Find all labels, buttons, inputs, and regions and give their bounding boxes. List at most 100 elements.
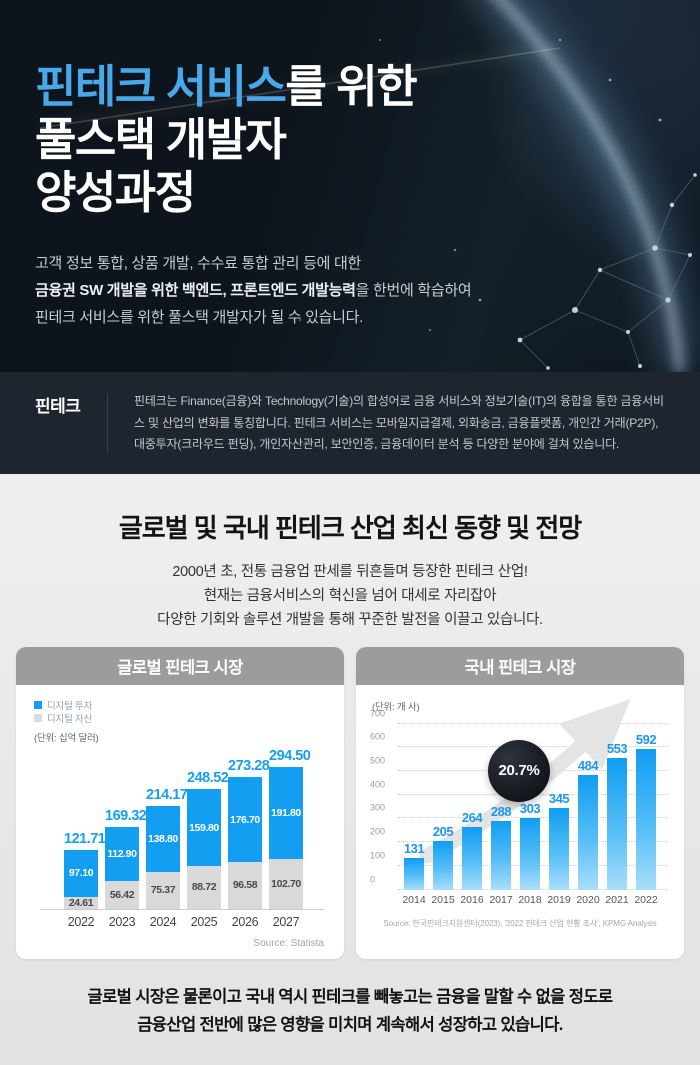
y-tick-label: 300 [370, 802, 386, 813]
global-fintech-chart-card: 글로벌 핀테크 시장 디지털 투자 디지털 자산 (단위: 십억 달러) 121… [16, 646, 344, 959]
bar-2014: 131 [404, 841, 425, 890]
earth-network-graphic [39, 0, 700, 372]
global-chart-x-axis: 2022 2023 2024 2025 2026 2027 [40, 915, 324, 929]
bar-2021: 553 [607, 741, 628, 890]
stacked-bar-2026: 273.28 176.70 96.58 [228, 758, 270, 909]
stacked-bar-2025: 248.52 159.80 88.72 [187, 770, 229, 909]
bar-value-label: 592 [635, 732, 657, 748]
y-tick-label: 400 [370, 779, 386, 790]
hero-desc-line2-rest: 을 한번에 학습하여 [355, 282, 472, 299]
hero-section: 핀테크 서비스를 위한 풀스택 개발자 양성과정 고객 정보 통합, 상품 개발… [0, 0, 700, 372]
closing-statement: 글로벌 시장은 물론이고 국내 역시 핀테크를 빼놓고는 금융을 말할 수 없을… [0, 983, 700, 1039]
hero-desc-line2-bold: 금융권 SW 개발을 위한 백엔드, 프론트엔드 개발능력 [35, 282, 356, 299]
trend-description: 2000년 초, 전통 금융업 판세를 뒤흔들며 등장한 핀테크 산업! 현재는… [0, 560, 700, 632]
domestic-chart-unit: (단위: 개 사) [372, 701, 420, 713]
trend-desc-line3: 다양한 기회와 솔루션 개발을 통해 꾸준한 발전을 이끌고 있습니다. [157, 611, 543, 628]
total-value-label: 273.28 [228, 758, 270, 775]
stacked-bar-2023: 169.32 112.90 56.42 [105, 808, 147, 909]
bar-segment: 112.90 [105, 827, 139, 882]
x-tick-label: 2023 [108, 914, 136, 929]
total-value-label: 248.52 [187, 770, 229, 787]
domestic-chart-source: Source: 한국핀테크지원센터(2023), '2022 핀테크 산업 현황… [383, 918, 657, 928]
y-tick-label: 500 [370, 755, 386, 766]
bar-2020: 484 [578, 758, 599, 890]
bar-segment: 56.42 [105, 881, 139, 909]
charts-row: 글로벌 핀테크 시장 디지털 투자 디지털 자산 (단위: 십억 달러) 121… [0, 646, 700, 959]
bar-value-label: 553 [606, 741, 628, 757]
legend-label: 디지털 자산 [47, 714, 93, 725]
y-tick-label: 100 [370, 850, 386, 861]
legend-item-digital-asset: 디지털 자산 [34, 712, 330, 725]
bar-2019: 345 [549, 791, 570, 890]
x-tick-label: 2026 [231, 914, 259, 929]
x-tick-label: 2021 [605, 893, 629, 906]
total-value-label: 121.71 [64, 831, 106, 848]
domestic-chart-x-axis: 2014 2015 2016 2017 2018 2019 2020 2021 2022 [402, 893, 670, 906]
bar-value-label: 131 [403, 841, 425, 857]
bar-segment: 191.80 [269, 767, 303, 860]
hero-title-rest: 를 위한 [285, 61, 417, 112]
bar-segment: 138.80 [146, 805, 180, 873]
x-tick-label: 2025 [190, 914, 218, 929]
bar-2017: 288 [491, 804, 512, 890]
domestic-fintech-chart-card: 국내 핀테크 시장 (단위: 개 사) 20.7% 131 205 264 288 30… [356, 646, 684, 959]
definition-label: 핀테크 [35, 397, 81, 416]
global-chart-title: 글로벌 핀테크 시장 [16, 646, 344, 685]
bar-segment: 102.70 [269, 859, 303, 909]
fintech-definition-band: 핀테크 핀테크는 Finance(금융)와 Technology(기술)의 합성… [0, 372, 700, 474]
y-tick-label: 700 [370, 708, 386, 718]
x-tick-label: 2016 [460, 893, 484, 906]
bar-value-label: 288 [490, 804, 512, 820]
bar-segment: 24.61 [64, 897, 98, 909]
legend-label: 디지털 투자 [47, 701, 93, 712]
bar-segment: 97.10 [64, 850, 98, 897]
domestic-chart-body: (단위: 개 사) 20.7% 131 205 264 288 303 345 484 553… [356, 685, 684, 939]
stacked-bar-2027: 294.50 191.80 102.70 [269, 748, 311, 909]
bar-segment: 88.72 [187, 865, 221, 909]
total-value-label: 169.32 [105, 808, 147, 825]
x-tick-label: 2019 [547, 893, 571, 906]
hero-title: 핀테크 서비스를 위한 풀스택 개발자 양성과정 [35, 60, 700, 219]
y-tick-label: 200 [370, 826, 386, 837]
hero-description: 고객 정보 통합, 상품 개발, 수수료 통합 관리 등에 대한 금융권 SW … [35, 250, 700, 331]
bar-value-label: 303 [519, 800, 541, 816]
y-tick-label: 0 [370, 874, 376, 884]
trend-desc-line2: 현재는 금융서비스의 혁신을 넘어 대세로 자리잡아 [203, 587, 497, 604]
global-stacked-bar-chart: 121.71 97.10 24.61 169.32 112.90 56.42 214.17 1… [40, 748, 324, 929]
trend-desc-line1: 2000년 초, 전통 금융업 판세를 뒤흔들며 등장한 핀테크 산업! [172, 563, 528, 580]
global-chart-legend: 디지털 투자 디지털 자산 [30, 699, 330, 725]
plexus-nodes [298, 38, 697, 370]
planet-body [500, 0, 700, 372]
domestic-chart-title: 국내 핀테크 시장 [356, 646, 684, 685]
closing-line1: 글로벌 시장은 물론이고 국내 역시 핀테크를 빼놓고는 금융을 말할 수 없을… [87, 987, 614, 1006]
bar-2022: 592 [636, 732, 657, 890]
global-chart-unit: (단위: 십억 달러) [34, 732, 99, 744]
legend-swatch-blue [34, 701, 42, 709]
bar-value-label: 345 [548, 790, 570, 806]
legend-item-digital-investment: 디지털 투자 [34, 699, 330, 712]
bar-segment: 96.58 [228, 862, 262, 909]
gridline [398, 722, 668, 724]
x-tick-label: 2022 [634, 893, 658, 906]
bar-value-label: 264 [461, 809, 483, 825]
x-tick-label: 2022 [67, 914, 95, 929]
bar-segment: 159.80 [187, 789, 221, 866]
x-tick-label: 2017 [489, 893, 513, 906]
trend-heading: 글로벌 및 국내 핀테크 산업 최신 동향 및 전망 [118, 512, 582, 543]
total-value-label: 214.17 [146, 786, 188, 803]
plexus-network [519, 174, 696, 369]
domestic-bar-chart: 20.7% 131 205 264 288 303 345 484 553 592 0 100 20… [370, 698, 670, 890]
total-value-label: 294.50 [269, 748, 311, 765]
hero-title-line1: 핀테크 서비스를 위한 [35, 60, 700, 113]
legend-swatch-gray [34, 714, 42, 722]
growth-rate-badge: 20.7% [488, 739, 550, 802]
stacked-bar-2022: 121.71 97.10 24.61 [64, 831, 106, 909]
vertical-divider [107, 393, 108, 454]
x-tick-label: 2027 [272, 914, 300, 929]
hero-desc-line1: 고객 정보 통합, 상품 개발, 수수료 통합 관리 등에 대한 [35, 255, 362, 272]
hero-title-line2: 풀스택 개발자 [35, 114, 287, 165]
bar-value-label: 484 [577, 757, 599, 773]
bar-value-label: 205 [432, 823, 454, 839]
bar-segment: 75.37 [146, 872, 180, 909]
bar-2018: 303 [520, 801, 541, 890]
